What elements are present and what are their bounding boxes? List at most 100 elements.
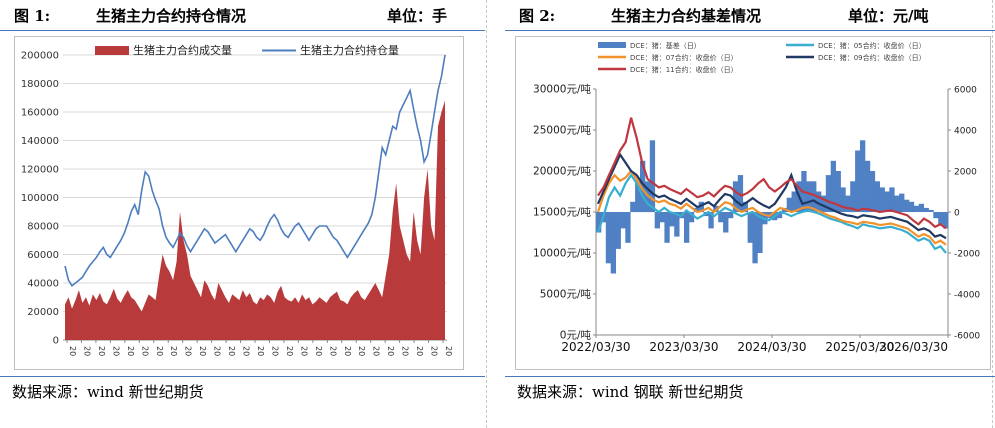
basis-bar bbox=[943, 212, 949, 229]
basis-bar bbox=[674, 212, 680, 237]
basis-chart-svg: 0元/吨 5000元/吨 10000元/吨 15000元/吨 20000元/吨 25000… bbox=[533, 41, 980, 354]
basis-bar bbox=[928, 209, 934, 212]
right-tick-label: 4000 bbox=[954, 127, 977, 137]
x-tick-label: 20 bbox=[372, 346, 381, 356]
basis-bar bbox=[791, 191, 797, 212]
basis-bar bbox=[938, 212, 944, 225]
basis-bar bbox=[732, 181, 739, 213]
basis-bar bbox=[654, 212, 660, 229]
basis-bar bbox=[835, 171, 841, 212]
x-tick-label: 20 bbox=[386, 346, 395, 356]
x-tick-label: 20 bbox=[299, 346, 308, 356]
open-interest-line bbox=[64, 54, 446, 287]
basis-bar bbox=[806, 181, 812, 213]
basis-bar bbox=[635, 181, 641, 213]
basis-bar bbox=[884, 191, 890, 212]
basis-bar bbox=[625, 212, 631, 243]
basis-bar bbox=[669, 212, 675, 227]
x-tick-label: 20 bbox=[184, 346, 193, 356]
basis-bar bbox=[933, 212, 939, 219]
x-tick-label: 20 bbox=[343, 346, 352, 356]
right-tick-label: 2000 bbox=[954, 168, 977, 178]
basis-bar bbox=[615, 212, 621, 249]
basis-bar bbox=[698, 201, 704, 213]
basis-bar bbox=[879, 187, 885, 212]
basis-bar bbox=[904, 199, 910, 212]
basis-bar bbox=[874, 181, 880, 213]
x-tick-label: 20 bbox=[242, 346, 251, 356]
contract-line bbox=[596, 169, 947, 246]
basis-bar bbox=[840, 187, 846, 212]
legend-label: DCE：猪：05合约：收盘价（日） bbox=[818, 41, 926, 50]
panel-divider bbox=[486, 0, 487, 428]
y-tick-label: 0 bbox=[53, 336, 59, 347]
left-tick-label: 25000元/吨 bbox=[533, 124, 591, 137]
data-source: 数据来源：wind 钢联 新世纪期货 bbox=[517, 383, 744, 401]
legend-label: DCE：猪：11合约：收盘价（日） bbox=[630, 65, 738, 74]
basis-bar bbox=[752, 212, 758, 264]
basis-bar bbox=[830, 160, 836, 213]
legend-swatch bbox=[598, 42, 626, 48]
data-source: 数据来源：wind 新世纪期货 bbox=[12, 383, 204, 401]
left-panel-footer: 数据来源：wind 新世纪期货 bbox=[0, 376, 485, 403]
open-interest-chart-svg: 0 20000 40000 60000 80000 100000 120000 140000 1… bbox=[21, 43, 453, 356]
x-tick-label: 20 bbox=[328, 346, 337, 356]
x-tick-label: 20 bbox=[256, 346, 265, 356]
y-tick-label: 120000 bbox=[21, 165, 59, 176]
y-tick-label: 200000 bbox=[21, 51, 59, 62]
x-tick-label: 2022/03/30 bbox=[561, 340, 630, 354]
basis-bar bbox=[757, 212, 763, 253]
right-tick-label: -4000 bbox=[954, 291, 980, 301]
x-tick-label: 20 bbox=[357, 346, 366, 356]
left-tick-label: 0元/吨 bbox=[560, 329, 592, 342]
chart-title: 生猪主力合约持仓情况 bbox=[96, 7, 247, 25]
x-tick-label: 2025/03/30 bbox=[825, 340, 894, 354]
left-tick-label: 15000元/吨 bbox=[533, 206, 591, 219]
basis-bar bbox=[918, 203, 924, 212]
legend-label: DCE：猪：07合约：收盘价（日） bbox=[630, 53, 738, 62]
basis-bar bbox=[737, 175, 744, 212]
y-tick-label: 40000 bbox=[27, 279, 59, 290]
basis-bar bbox=[811, 181, 817, 213]
left-tick-label: 5000元/吨 bbox=[540, 288, 592, 301]
right-panel-footer: 数据来源：wind 钢联 新世纪期货 bbox=[505, 376, 995, 403]
x-tick-label: 20 bbox=[97, 346, 106, 356]
basis-chart: 0元/吨 5000元/吨 10000元/吨 15000元/吨 20000元/吨 25000… bbox=[515, 36, 991, 370]
x-tick-label: 2023/03/30 bbox=[649, 340, 718, 354]
basis-bar bbox=[776, 212, 783, 219]
basis-bar bbox=[747, 212, 753, 243]
y-tick-label: 160000 bbox=[21, 108, 59, 119]
legend-label-oi: 生猪主力合约持仓量 bbox=[300, 43, 399, 57]
basis-bar bbox=[889, 187, 895, 212]
basis-bar bbox=[688, 212, 695, 223]
left-tick-label: 20000元/吨 bbox=[533, 165, 591, 178]
basis-bar bbox=[860, 140, 866, 213]
x-tick-label: 20 bbox=[444, 346, 453, 356]
unit-label: 单位：元/吨 bbox=[848, 7, 929, 25]
basis-bar bbox=[728, 212, 734, 219]
basis-bar bbox=[640, 160, 646, 213]
basis-bar bbox=[742, 201, 748, 213]
x-tick-label: 20 bbox=[270, 346, 279, 356]
basis-bar bbox=[850, 181, 856, 213]
contract-line bbox=[596, 152, 947, 240]
x-tick-label: 20 bbox=[227, 346, 236, 356]
panel-divider-right bbox=[992, 0, 993, 428]
open-interest-chart: 0 20000 40000 60000 80000 100000 120000 140000 1… bbox=[14, 36, 464, 370]
chart-title: 生猪主力合约基差情况 bbox=[611, 7, 762, 25]
legend-label: DCE：猪：基差（日） bbox=[630, 41, 701, 50]
x-tick-label: 20 bbox=[140, 346, 149, 356]
basis-bar bbox=[596, 212, 602, 233]
x-tick-label: 20 bbox=[68, 346, 77, 356]
basis-bar bbox=[684, 212, 690, 243]
contract-line bbox=[596, 173, 947, 254]
x-tick-label: 20 bbox=[285, 346, 294, 356]
basis-bar bbox=[923, 207, 929, 212]
y-tick-label: 140000 bbox=[21, 136, 59, 147]
basis-bar bbox=[855, 150, 861, 212]
figure-label: 图 1: bbox=[14, 7, 51, 25]
left-chart-panel: 图 1: 生猪主力合约持仓情况 单位：手 0 20000 40000 60000 800… bbox=[0, 0, 485, 428]
x-tick-label: 20 bbox=[126, 346, 135, 356]
x-tick-label: 20 bbox=[401, 346, 410, 356]
basis-bar bbox=[908, 201, 915, 213]
